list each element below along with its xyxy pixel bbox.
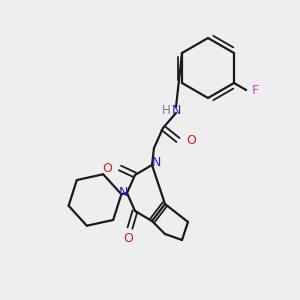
Text: N: N xyxy=(171,104,181,118)
Text: N: N xyxy=(151,157,161,169)
Text: O: O xyxy=(102,161,112,175)
Text: F: F xyxy=(252,83,259,97)
Text: N: N xyxy=(118,187,128,200)
Text: H: H xyxy=(162,104,170,118)
Text: O: O xyxy=(123,232,133,244)
Text: O: O xyxy=(186,134,196,146)
